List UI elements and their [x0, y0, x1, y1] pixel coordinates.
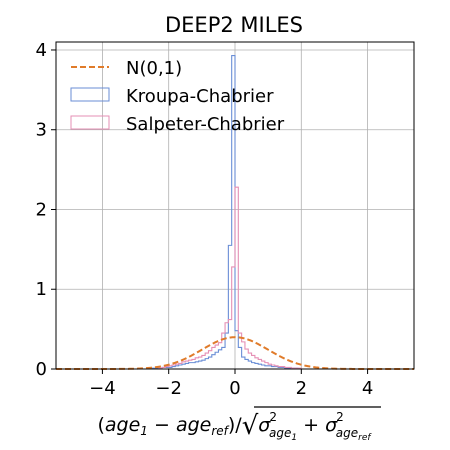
y-tick-label: 2 [36, 199, 47, 220]
axes: −4 −2 0 2 4 0 1 2 3 4 [36, 40, 374, 399]
x-tick-label: 0 [229, 378, 240, 399]
x-tick-label: −2 [155, 378, 182, 399]
x-tick-label: −4 [89, 378, 116, 399]
x-axis-label: (age1 − ageref)/√σ2 age1 + σ2 ageref [97, 410, 372, 443]
legend-swatch-salpeter [70, 115, 110, 130]
legend-label-kroupa: Kroupa-Chabrier [126, 86, 274, 107]
y-tick-label: 4 [36, 40, 47, 61]
y-tick-label: 0 [36, 359, 47, 380]
histogram-salpeter [158, 186, 302, 369]
legend-label-salpeter: Salpeter-Chabrier [126, 114, 285, 135]
histogram-kroupa [148, 55, 305, 370]
x-tick-label: 2 [296, 378, 307, 399]
legend-label-normal: N(0,1) [126, 58, 182, 79]
chart-title: DEEP2 MILES [165, 13, 303, 37]
y-tick-label: 1 [36, 279, 47, 300]
x-tick-label: 4 [362, 378, 373, 399]
y-tick-label: 3 [36, 120, 47, 141]
legend: N(0,1) Kroupa-Chabrier Salpeter-Chabrier [70, 58, 285, 135]
legend-swatch-kroupa [70, 87, 110, 102]
